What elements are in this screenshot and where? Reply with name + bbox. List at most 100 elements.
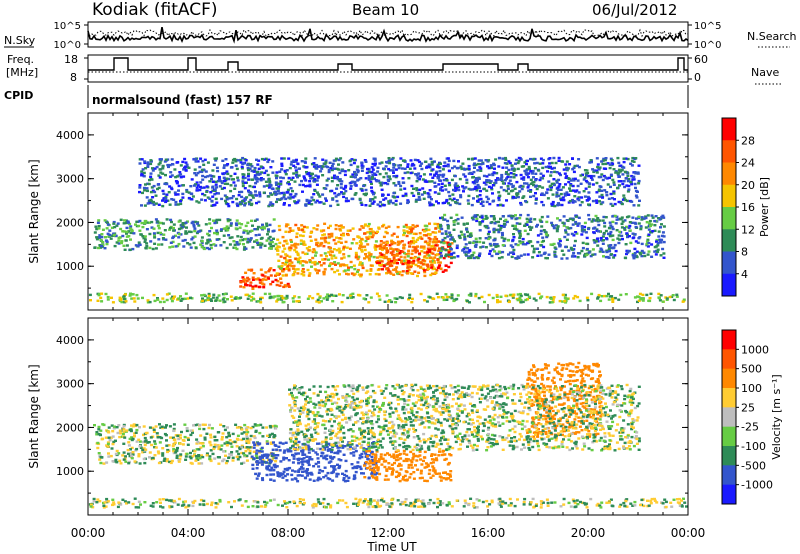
heatmap-cell [387, 200, 391, 203]
heatmap-cell [168, 246, 172, 249]
heatmap-cell [238, 201, 242, 204]
heatmap-cell [439, 216, 442, 220]
heatmap-cell [349, 296, 353, 299]
heatmap-cell [434, 244, 438, 247]
heatmap-cell [430, 266, 434, 269]
heatmap-cell [301, 183, 305, 187]
heatmap-cell [165, 218, 169, 221]
heatmap-cell [444, 230, 448, 233]
heatmap-cell [319, 229, 323, 232]
heatmap-cell [645, 240, 649, 243]
heatmap-cell [255, 158, 258, 161]
heatmap-cell [534, 198, 538, 201]
heatmap-cell [450, 294, 454, 297]
heatmap-cell [353, 267, 357, 271]
heatmap-cell [467, 167, 471, 171]
heatmap-cell [277, 245, 281, 249]
heatmap-cell [423, 274, 427, 278]
heatmap-cell [597, 168, 601, 171]
heatmap-cell [469, 188, 473, 191]
heatmap-cell [233, 157, 237, 161]
heatmap-cell [636, 300, 639, 304]
heatmap-cell [490, 254, 494, 258]
heatmap-cell [426, 247, 430, 250]
heatmap-cell [397, 182, 401, 185]
heatmap-cell [612, 183, 616, 186]
heatmap-cell [306, 184, 310, 188]
heatmap-cell [417, 198, 421, 201]
heatmap-cell [514, 196, 517, 199]
heatmap-cell [342, 192, 346, 195]
heatmap-cell [134, 244, 138, 247]
heatmap-cell [161, 237, 165, 240]
heatmap-cell [349, 294, 353, 298]
heatmap-cell [373, 159, 377, 162]
heatmap-cell [611, 204, 615, 207]
heatmap-cell [177, 184, 181, 188]
heatmap-cell [591, 248, 595, 251]
heatmap-cell [281, 301, 285, 304]
heatmap-cell [285, 242, 289, 245]
heatmap-cell [106, 442, 110, 446]
heatmap-cell [433, 222, 437, 226]
heatmap-cell [450, 242, 454, 245]
heatmap-cell [161, 452, 165, 455]
heatmap-cell [302, 274, 306, 277]
heatmap-cell [231, 459, 235, 462]
heatmap-cell [260, 463, 264, 466]
heatmap-cell [121, 454, 125, 457]
heatmap-cell [402, 159, 406, 162]
heatmap-cell [648, 296, 652, 300]
heatmap-cell [477, 254, 481, 258]
heatmap-cell [363, 245, 367, 248]
heatmap-cell [546, 170, 549, 173]
heatmap-cell [657, 292, 661, 296]
heatmap-cell [637, 204, 641, 207]
heatmap-cell [441, 238, 445, 242]
heatmap-cell [164, 195, 168, 199]
heatmap-cell [213, 231, 216, 235]
heatmap-cell [468, 250, 472, 253]
heatmap-cell [130, 454, 134, 458]
heatmap-cell [358, 457, 362, 460]
heatmap-cell [532, 297, 536, 300]
heatmap-cell [100, 235, 104, 239]
heatmap-cell [416, 177, 420, 180]
heatmap-cell [499, 177, 503, 180]
heatmap-cell [473, 157, 477, 160]
heatmap-cell [330, 165, 334, 168]
heatmap-cell [403, 259, 407, 262]
heatmap-cell [88, 293, 92, 297]
heatmap-cell [143, 235, 147, 238]
heatmap-cell [305, 199, 309, 203]
heatmap-cell [184, 458, 188, 461]
heatmap-cell [342, 248, 345, 251]
heatmap-cell [336, 177, 340, 181]
heatmap-cell [379, 184, 383, 187]
heatmap-cell [301, 190, 304, 193]
heatmap-cell [591, 218, 595, 221]
heatmap-cell [202, 163, 206, 166]
heatmap-cell [269, 442, 273, 445]
heatmap-cell [464, 186, 468, 189]
heatmap-cell [634, 194, 638, 197]
heatmap-cell [276, 189, 280, 193]
heatmap-cell [275, 465, 279, 468]
colorbar-segment [722, 118, 736, 141]
heatmap-cell [253, 174, 257, 177]
heatmap-cell [503, 220, 507, 223]
heatmap-cell [284, 267, 288, 270]
heatmap-cell [322, 273, 326, 276]
heatmap-cell [427, 163, 431, 166]
heatmap-cell [573, 294, 577, 298]
heatmap-cell [196, 160, 200, 163]
heatmap-cell [548, 157, 552, 160]
heatmap-cell [451, 199, 455, 202]
heatmap-cell [601, 178, 605, 182]
heatmap-cell [231, 456, 235, 459]
heatmap-cell [489, 244, 493, 247]
heatmap-cell [244, 271, 248, 274]
heatmap-cell [323, 446, 327, 449]
heatmap-cell [216, 431, 220, 434]
heatmap-cell [257, 167, 261, 170]
